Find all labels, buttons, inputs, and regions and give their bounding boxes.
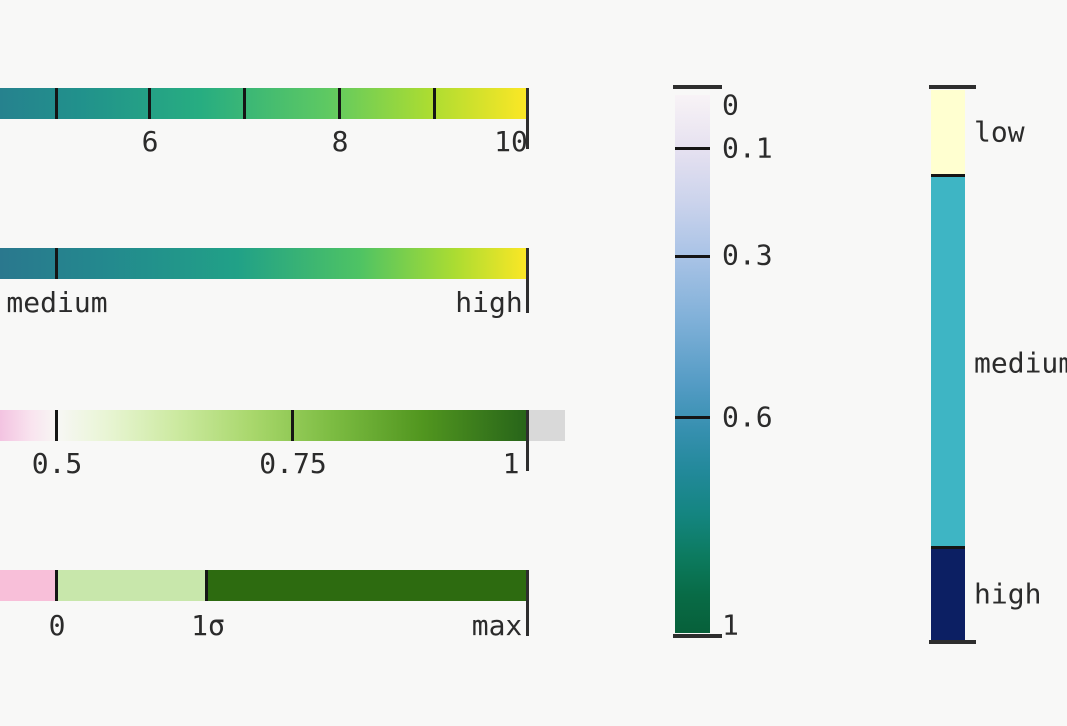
tick-label-sigma: 1σ xyxy=(191,609,225,642)
tick-mark xyxy=(433,88,436,119)
colorbar-segment-medium xyxy=(931,176,965,548)
tick-mark xyxy=(675,416,710,419)
tick-mark xyxy=(243,88,246,119)
tick-label-8: 8 xyxy=(331,125,349,158)
tick-mark xyxy=(148,88,151,119)
axis-rule-top xyxy=(673,85,722,89)
tick-label-0.3: 0.3 xyxy=(722,238,773,272)
tick-label-high: high xyxy=(974,577,1042,611)
tick-mark xyxy=(55,88,58,119)
tick-label-10: 10 xyxy=(494,125,528,158)
tick-label-0: 0 xyxy=(48,609,66,642)
tick-mark xyxy=(205,570,208,601)
colorbar-segment-high xyxy=(931,548,965,640)
tick-mark xyxy=(675,147,710,150)
tick-label-0.5: 0.5 xyxy=(31,447,83,480)
tick-mark xyxy=(931,546,965,549)
tick-mark xyxy=(55,570,58,601)
axis-spine xyxy=(526,570,529,636)
axis-spine xyxy=(526,410,529,471)
tick-label-0: 0 xyxy=(722,88,739,122)
axis-rule-bottom xyxy=(929,640,976,644)
colorbar-vertical-categories xyxy=(931,90,965,640)
tick-label-0.6: 0.6 xyxy=(722,400,773,434)
colorbar-horizontal-numeric xyxy=(0,88,528,119)
tick-label-1: 1 xyxy=(722,608,739,642)
colorbar-horizontal-medium-high xyxy=(0,248,528,279)
colorbar-extension-block xyxy=(528,410,565,441)
colorbar-segment-pink xyxy=(0,570,57,601)
tick-label-max: max xyxy=(471,609,523,642)
tick-mark xyxy=(291,410,294,441)
tick-label-medium: medium xyxy=(6,286,108,319)
colorbar-segment-darkgreen xyxy=(207,570,528,601)
tick-label-0.1: 0.1 xyxy=(722,131,773,165)
axis-rule-bottom xyxy=(673,634,722,638)
tick-label-medium: medium xyxy=(974,346,1067,380)
tick-mark xyxy=(675,255,710,258)
colorbar-horizontal-pink-green xyxy=(0,410,528,441)
tick-label-6: 6 xyxy=(141,125,159,158)
colorbar-segment-lightgreen xyxy=(57,570,207,601)
tick-label-1: 1 xyxy=(502,447,520,480)
tick-mark xyxy=(338,88,341,119)
colorbar-horizontal-discrete xyxy=(0,570,528,601)
axis-spine xyxy=(526,248,529,313)
axis-spine xyxy=(526,88,529,149)
tick-label-0.75: 0.75 xyxy=(259,447,327,480)
tick-mark xyxy=(931,174,965,177)
tick-label-low: low xyxy=(974,115,1025,149)
tick-mark xyxy=(55,248,58,279)
tick-label-high: high xyxy=(455,286,523,319)
tick-mark xyxy=(55,410,58,441)
colorbar-vertical-continuous xyxy=(675,95,710,633)
colorbar-segment-low xyxy=(931,90,965,176)
axis-rule-top xyxy=(929,85,976,89)
